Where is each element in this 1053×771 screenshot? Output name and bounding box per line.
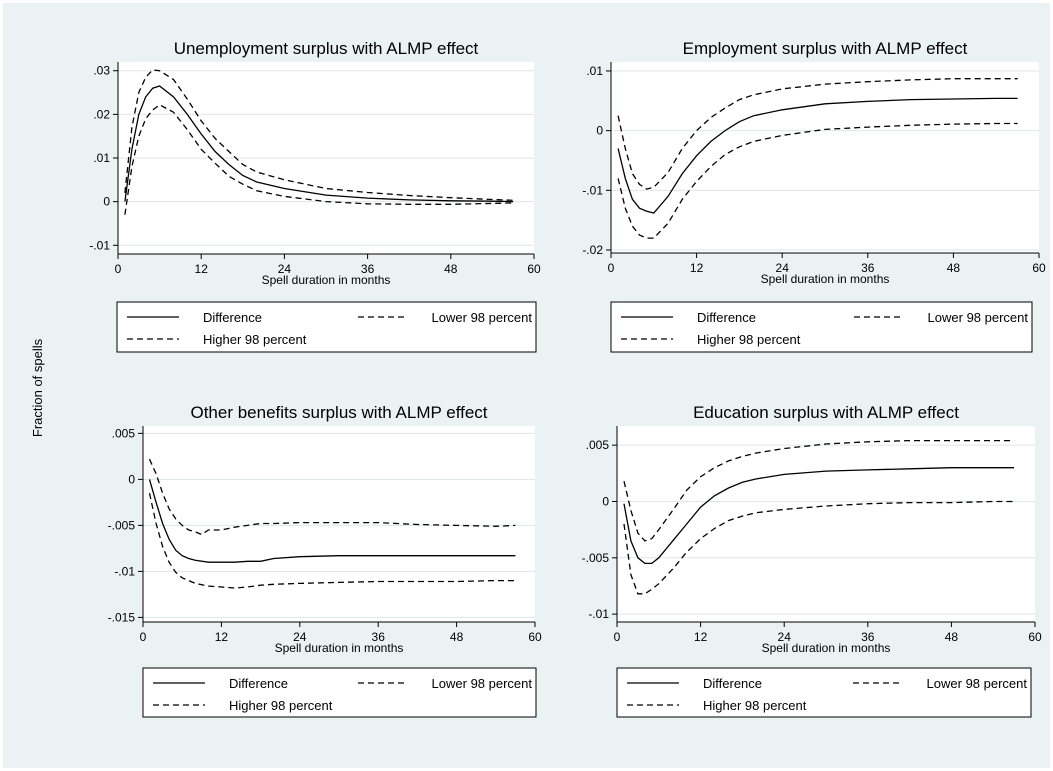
legend-box xyxy=(116,301,537,353)
y-tick-label: -.01 xyxy=(89,238,110,252)
legend: Difference Lower 98 percent Higher 98 perc… xyxy=(116,301,537,353)
x-axis-label: Spell duration in months xyxy=(761,272,890,286)
x-tick-label: 24 xyxy=(778,630,792,644)
x-tick-label: 0 xyxy=(140,630,147,644)
x-tick-label: 48 xyxy=(450,630,464,644)
y-tick-label: .01 xyxy=(586,64,603,78)
x-axis-label: Spell duration in months xyxy=(262,273,391,287)
series-line-higher-98-percent xyxy=(617,78,1018,190)
y-tick-label: -.015 xyxy=(108,610,136,624)
series-line-lower-98-percent xyxy=(124,104,514,215)
y-tick-label: 0 xyxy=(596,124,603,138)
series-line-difference xyxy=(617,97,1018,214)
y-tick-label: 0 xyxy=(103,195,110,209)
x-tick-label: 12 xyxy=(694,630,708,644)
chart-panel-1: Unemployment surplus with ALMP effect -.0… xyxy=(89,39,541,353)
y-tick-label: .005 xyxy=(586,438,610,452)
series-line-difference xyxy=(148,479,516,563)
legend-label: Lower 98 percent xyxy=(928,310,1029,325)
legend-label: Difference xyxy=(703,676,762,691)
x-tick-label: 12 xyxy=(690,261,704,275)
legend: Difference Lower 98 percent Higher 98 perc… xyxy=(610,301,1033,353)
legend-label: Higher 98 percent xyxy=(697,332,801,347)
x-tick-label: 36 xyxy=(861,630,875,644)
series-line-difference xyxy=(124,85,514,203)
y-tick-label: -.01 xyxy=(588,607,609,621)
series-line-higher-98-percent xyxy=(148,458,516,536)
x-tick-label: 48 xyxy=(444,262,458,276)
plot-area xyxy=(617,426,1035,622)
chart-title: Other benefits surplus with ALMP effect xyxy=(190,403,487,422)
plot-area xyxy=(611,62,1039,253)
x-tick-label: 60 xyxy=(528,630,542,644)
series-line-lower-98-percent xyxy=(623,500,1015,595)
x-tick-label: 48 xyxy=(947,261,961,275)
chart-title: Employment surplus with ALMP effect xyxy=(683,39,968,58)
y-tick-label: -.01 xyxy=(582,183,603,197)
legend-box xyxy=(610,301,1033,353)
plot-area xyxy=(143,426,535,622)
chart-title: Unemployment surplus with ALMP effect xyxy=(174,39,479,58)
y-tick-label: -.005 xyxy=(108,518,136,532)
y-tick-label: 0 xyxy=(602,494,609,508)
series-line-higher-98-percent xyxy=(623,439,1015,542)
x-tick-label: 24 xyxy=(293,630,307,644)
y-tick-label: -.02 xyxy=(582,243,603,257)
figure-ylabel: Fraction of spells xyxy=(30,338,45,437)
y-tick-label: 0 xyxy=(128,472,135,486)
legend-label: Higher 98 percent xyxy=(229,698,333,713)
x-tick-label: 60 xyxy=(1028,630,1042,644)
legend-label: Difference xyxy=(697,310,756,325)
x-axis-label: Spell duration in months xyxy=(275,641,404,655)
y-tick-label: .01 xyxy=(93,151,110,165)
series-line-higher-98-percent xyxy=(124,69,514,201)
x-tick-label: 36 xyxy=(861,261,875,275)
x-tick-label: 60 xyxy=(527,262,541,276)
x-axis-label: Spell duration in months xyxy=(762,641,891,655)
legend-label: Lower 98 percent xyxy=(432,676,533,691)
x-tick-label: 36 xyxy=(372,630,386,644)
x-tick-label: 60 xyxy=(1032,261,1046,275)
y-tick-label: .02 xyxy=(93,107,110,121)
chart-title: Education surplus with ALMP effect xyxy=(693,403,959,422)
series-line-difference xyxy=(623,467,1015,565)
y-tick-label: .005 xyxy=(112,426,136,440)
legend-label: Lower 98 percent xyxy=(432,310,533,325)
x-tick-label: 48 xyxy=(945,630,959,644)
x-tick-label: 12 xyxy=(195,262,209,276)
y-tick-label: -.005 xyxy=(582,551,610,565)
legend-box xyxy=(142,667,537,718)
x-tick-label: 24 xyxy=(278,262,292,276)
legend: Difference Lower 98 percent Higher 98 perc… xyxy=(142,667,537,718)
legend-label: Higher 98 percent xyxy=(203,332,307,347)
legend-box xyxy=(616,667,1032,718)
x-tick-label: 36 xyxy=(361,262,375,276)
y-tick-label: .03 xyxy=(93,64,110,78)
x-tick-label: 12 xyxy=(215,630,229,644)
chart-panel-2: Employment surplus with ALMP effect -.02 -… xyxy=(582,39,1046,353)
x-tick-label: 0 xyxy=(115,262,122,276)
legend-label: Difference xyxy=(203,310,262,325)
legend-label: Lower 98 percent xyxy=(927,676,1028,691)
x-tick-label: 24 xyxy=(776,261,790,275)
chart-panel-3: Other benefits surplus with ALMP effect -… xyxy=(108,403,542,718)
series-line-lower-98-percent xyxy=(148,493,516,589)
x-tick-label: 0 xyxy=(614,630,621,644)
y-tick-label: -.01 xyxy=(114,564,135,578)
legend: Difference Lower 98 percent Higher 98 perc… xyxy=(616,667,1032,718)
legend-label: Higher 98 percent xyxy=(703,698,807,713)
legend-label: Difference xyxy=(229,676,288,691)
x-tick-label: 0 xyxy=(608,261,615,275)
chart-panel-4: Education surplus with ALMP effect -.01 -.… xyxy=(582,403,1042,718)
series-line-lower-98-percent xyxy=(617,122,1018,239)
